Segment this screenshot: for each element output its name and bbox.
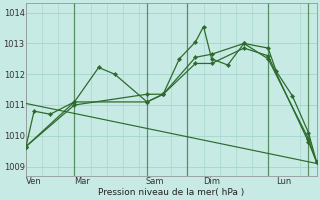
X-axis label: Pression niveau de la mer( hPa ): Pression niveau de la mer( hPa ) — [98, 188, 244, 197]
